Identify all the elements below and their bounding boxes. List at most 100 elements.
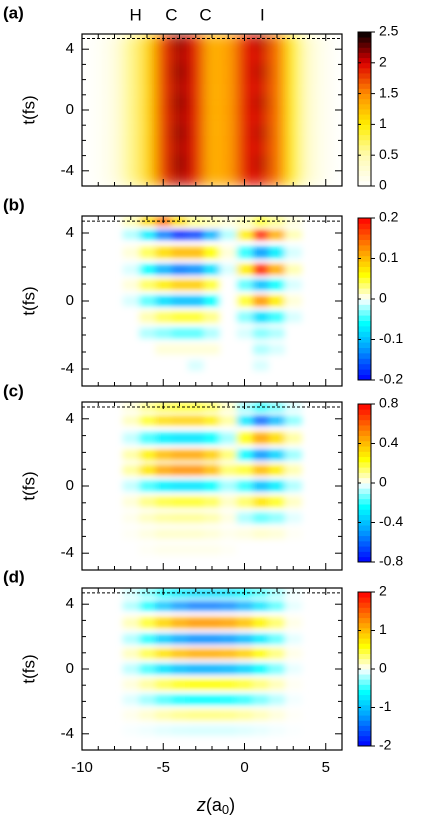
heatmap-cell [90, 170, 107, 186]
heatmap-cell [252, 264, 270, 275]
colorbar-tick-label: -0.1 [379, 330, 403, 346]
heatmap-cell [187, 465, 205, 475]
colorbar-step [358, 509, 371, 515]
heatmap-cell [252, 544, 270, 555]
heatmap-cell [268, 125, 286, 141]
colorbar-tick-label: 1 [379, 621, 387, 637]
colorbar-tick-label: 0.1 [379, 249, 399, 265]
heatmap-cell [171, 94, 189, 110]
heatmap-cell [155, 94, 172, 110]
heatmap-cell [187, 634, 205, 644]
heatmap-cell [236, 634, 254, 644]
heatmap-cell [171, 110, 189, 126]
colorbar-step [358, 42, 371, 48]
heatmap-cell [122, 544, 140, 555]
heatmap-cell [203, 528, 221, 539]
heatmap-cell [122, 512, 140, 523]
heatmap-cell [171, 544, 189, 555]
heatmap-cell [187, 280, 205, 290]
colorbar-step [358, 170, 371, 177]
heatmap-cell [155, 264, 172, 275]
colorbar-tick-label: 2 [379, 54, 387, 70]
heatmap-cell [155, 230, 172, 239]
heatmap-cell [252, 617, 270, 628]
heatmap-cell [122, 528, 140, 539]
heatmap-cell [203, 617, 221, 628]
colorbar-step [358, 299, 371, 305]
colorbar-step [358, 78, 371, 84]
heatmap-cell [317, 110, 335, 126]
heatmap-cell [138, 295, 156, 307]
colorbar-step [358, 488, 371, 494]
colorbar-step [358, 103, 371, 110]
heatmap-cell [122, 450, 140, 460]
x-axis-title-part: ) [229, 795, 235, 815]
colorbar-step [358, 304, 371, 311]
heatmap-cell [203, 230, 221, 239]
colorbar-step [358, 261, 371, 267]
colorbar-tick-label: 0.4 [379, 434, 399, 450]
colorbar-step [358, 477, 371, 484]
heatmap-cell [252, 94, 270, 110]
heatmap-cell [122, 695, 140, 705]
colorbar-step [358, 663, 371, 670]
colorbar-step [358, 653, 371, 660]
heatmap-cell [252, 125, 270, 141]
heatmap-cell [171, 247, 189, 258]
heatmap-cell [187, 140, 205, 156]
heatmap-cell [171, 280, 189, 290]
heatmap-cell [252, 481, 270, 491]
heatmap-cell [252, 664, 270, 674]
heatmap-cell [122, 360, 140, 371]
colorbar-step [358, 648, 371, 654]
heatmap-cell [203, 264, 221, 275]
heatmap-cell [187, 512, 205, 523]
heatmap-cell [236, 64, 254, 80]
panel-label: (a) [3, 3, 24, 22]
heatmap-cell [317, 34, 335, 50]
colorbar-step [358, 250, 371, 257]
heatmap-cell [236, 170, 254, 186]
colorbar-step [358, 234, 371, 240]
heatmap-cell [155, 79, 172, 95]
heatmap-cell [220, 465, 237, 475]
heatmap-cell [236, 230, 254, 239]
heatmap-cell [203, 360, 221, 371]
heatmap-cell [317, 140, 335, 156]
heatmap-cell [301, 170, 319, 186]
heatmap-cell [171, 295, 189, 307]
heatmap-cell [203, 432, 221, 444]
heatmap-cell [122, 402, 140, 412]
heatmap-cell [220, 125, 237, 141]
heatmap-cell [187, 110, 205, 126]
heatmap-cell [171, 664, 189, 674]
colorbar-step [358, 638, 371, 644]
heatmap-cell [187, 34, 205, 50]
heatmap-cell [122, 34, 140, 50]
heatmap-cell [252, 710, 270, 720]
colorbar [358, 32, 371, 187]
colorbar-step [358, 525, 371, 531]
heatmap-cell [220, 328, 237, 339]
heatmap-cell [187, 328, 205, 339]
heatmap-cell [220, 110, 237, 126]
heatmap-cell [187, 360, 205, 371]
heatmap-cell [252, 416, 270, 425]
heatmap-cell [171, 264, 189, 275]
heatmap-cell [252, 432, 270, 444]
colorbar-step [358, 498, 371, 505]
heatmap-cell [171, 34, 189, 50]
heatmap-cell [187, 230, 205, 239]
heatmap-cell [203, 64, 221, 80]
colorbar-step [358, 272, 371, 278]
heatmap-cell [268, 94, 286, 110]
heatmap-cell [236, 344, 254, 355]
heatmap-cell [138, 264, 156, 275]
heatmap-cell [268, 634, 286, 644]
colorbar-step [358, 266, 371, 273]
colorbar-step [358, 73, 371, 79]
x-tick-label: 5 [322, 759, 330, 776]
heatmap-cell [122, 295, 140, 307]
colorbar [358, 404, 371, 563]
colorbar-step [358, 627, 371, 634]
